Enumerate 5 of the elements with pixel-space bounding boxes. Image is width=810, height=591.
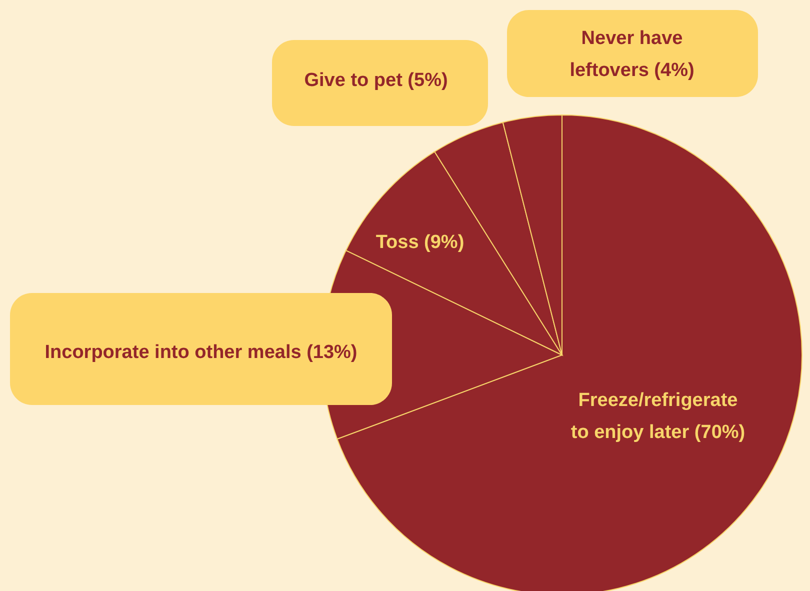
slice-label: Toss (9%) [376, 232, 464, 253]
slice-label: Incorporate into other meals (13%) [44, 342, 358, 363]
slice-label: Never have leftovers (4%) [570, 28, 694, 81]
slice-label: Freeze/refrigerate to enjoy later (70%) [570, 390, 746, 443]
slice-label: Give to pet (5%) [304, 70, 448, 91]
